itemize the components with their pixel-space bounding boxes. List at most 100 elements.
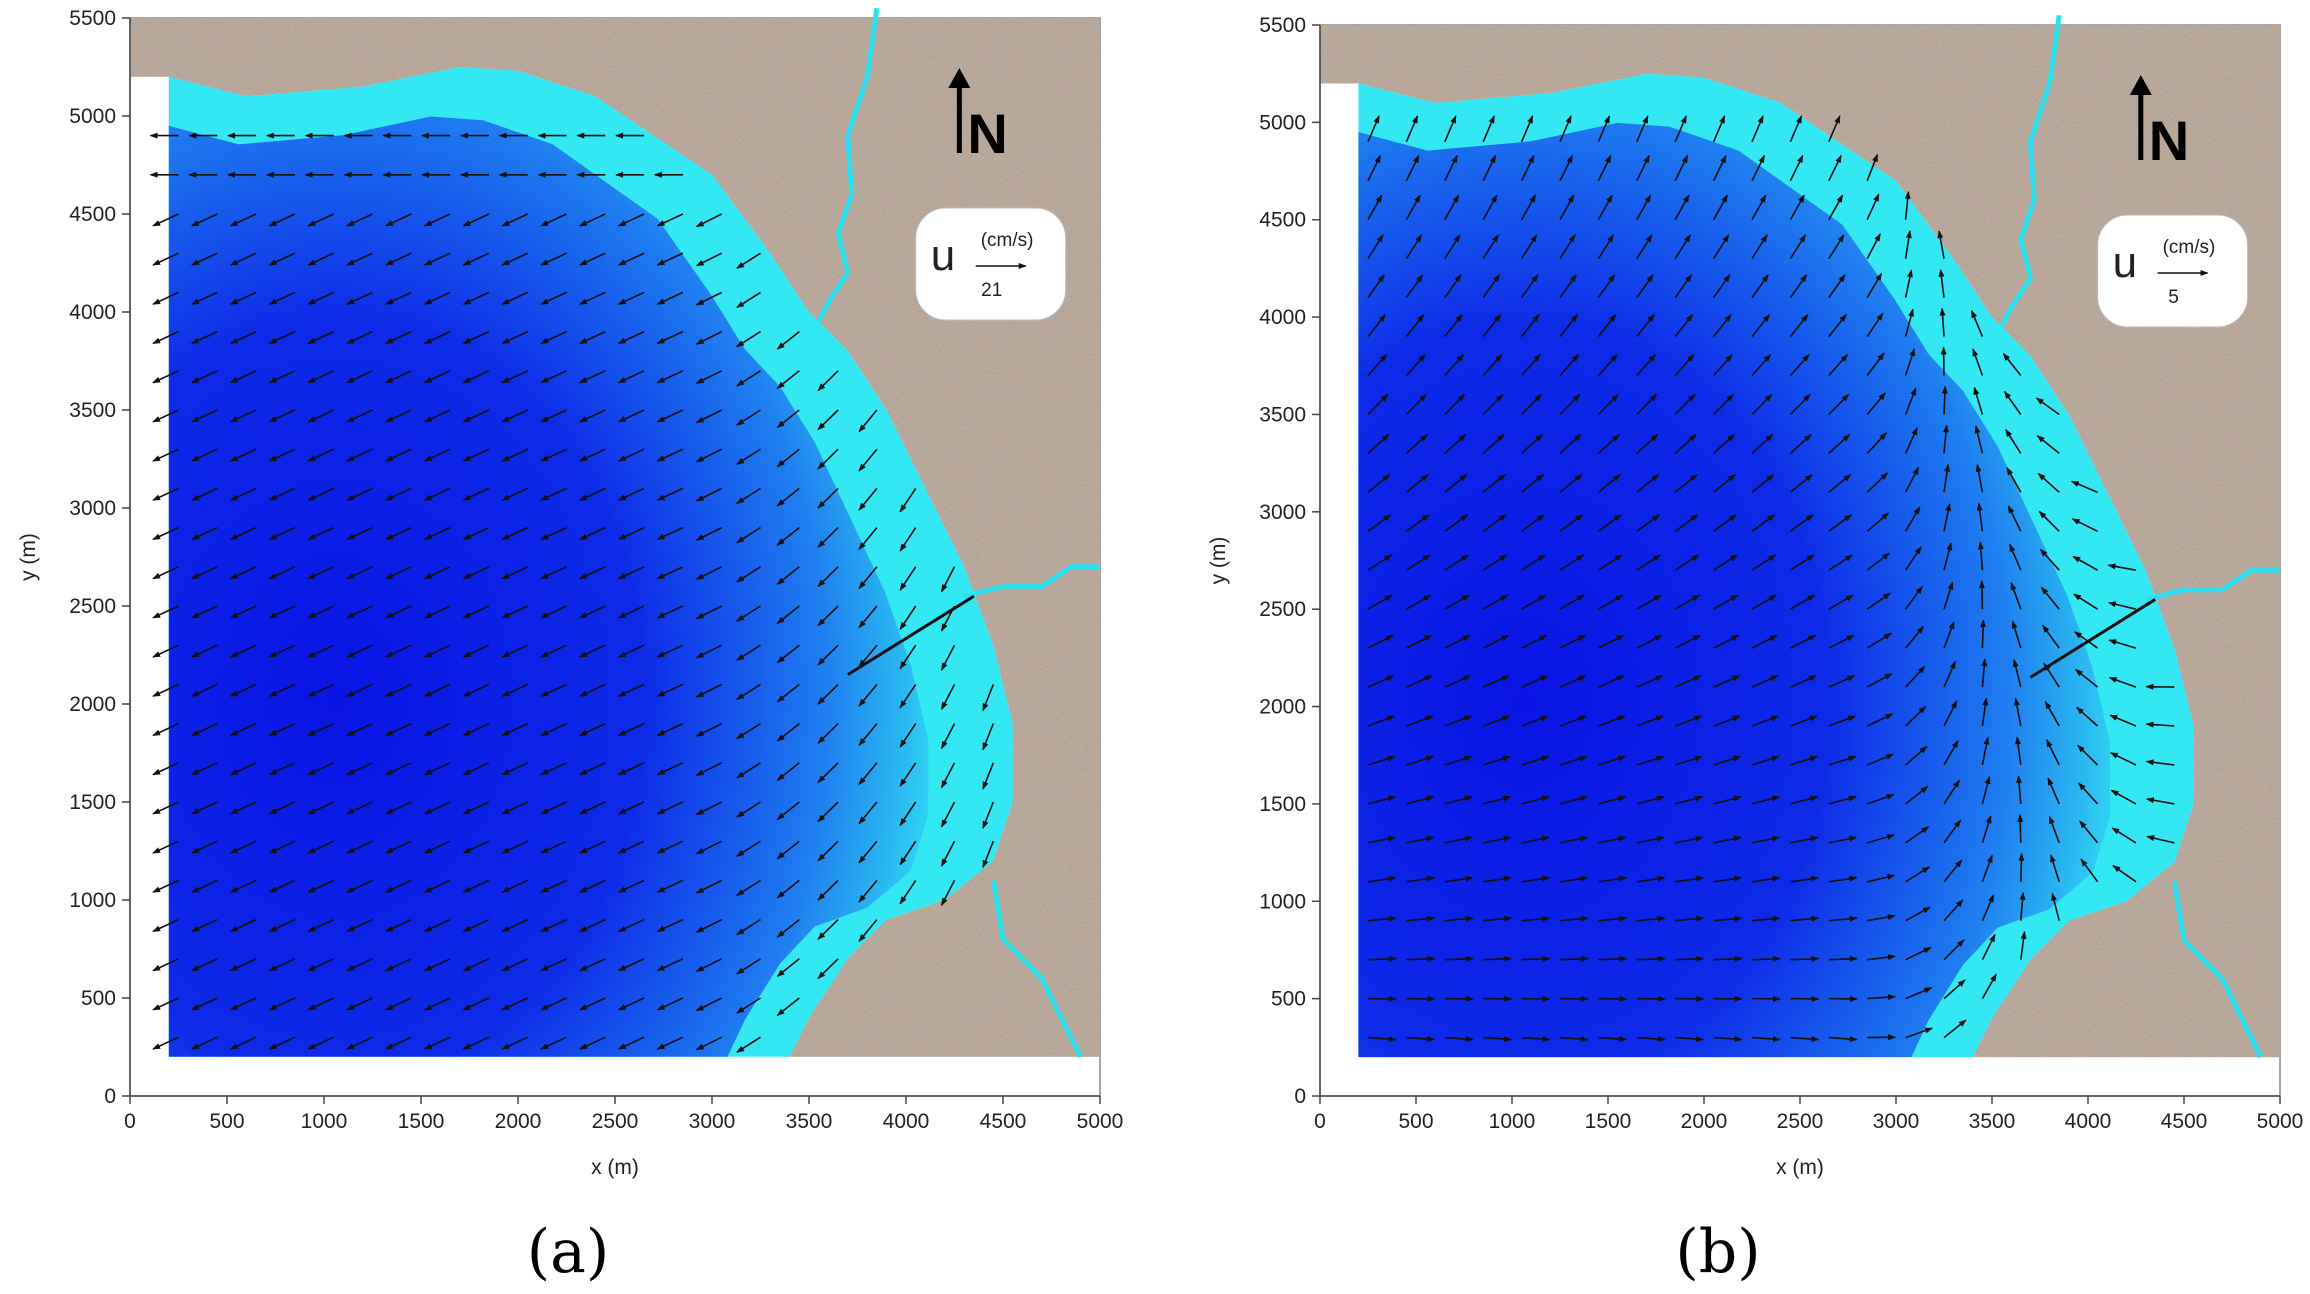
velocity-arrow: [578, 448, 606, 462]
velocity-arrow: [268, 566, 296, 580]
velocity-arrow: [776, 566, 800, 585]
velocity-arrow: [2108, 676, 2137, 688]
velocity-arrow: [501, 840, 529, 854]
velocity-arrow: [1751, 675, 1779, 688]
velocity-arrow: [1483, 835, 1512, 844]
velocity-arrow: [1751, 875, 1781, 883]
velocity-arrow: [1444, 1036, 1474, 1043]
velocity-arrow: [1674, 594, 1701, 610]
velocity-arrow: [346, 370, 373, 384]
velocity-arrow: [1790, 835, 1819, 844]
velocity-arrow: [1367, 115, 1380, 143]
velocity-arrow: [423, 644, 451, 658]
velocity-arrow: [2107, 601, 2137, 610]
velocity-arrow: [1597, 594, 1624, 610]
velocity-arrow: [617, 840, 645, 854]
land-texture: [130, 18, 1100, 1057]
velocity-arrow: [1674, 234, 1691, 260]
velocity-arrow: [346, 526, 373, 541]
velocity-arrow: [1444, 795, 1473, 805]
velocity-arrow: [307, 526, 335, 541]
velocity-arrow: [1405, 554, 1431, 571]
velocity-arrow: [229, 213, 257, 227]
velocity-arrow: [1367, 915, 1397, 922]
y-tick-label: 5500: [69, 7, 116, 30]
velocity-arrow: [462, 370, 490, 384]
velocity-arrow: [982, 840, 995, 869]
velocity-arrow: [617, 762, 645, 776]
velocity-arrow: [1674, 795, 1704, 805]
velocity-arrow: [1636, 594, 1662, 610]
velocity-arrow: [2044, 700, 2060, 727]
velocity-arrow: [1674, 393, 1696, 416]
y-tick-label: 1500: [69, 791, 116, 814]
velocity-arrow: [1828, 634, 1855, 649]
velocity-arrow: [2010, 581, 2022, 610]
velocity-arrow: [1828, 955, 1858, 962]
velocity-arrow: [501, 918, 529, 933]
velocity-arrow: [1367, 875, 1397, 883]
velocity-arrow: [1828, 273, 1846, 299]
velocity-arrow: [190, 958, 218, 972]
velocity-arrow: [736, 448, 761, 465]
velocity-arrow: [656, 487, 684, 501]
velocity-arrow: [1598, 875, 1628, 883]
velocity-arrow: [268, 526, 296, 541]
velocity-arrow: [1905, 1027, 1933, 1039]
velocity-arrow: [899, 801, 917, 827]
y-tick-label: 1000: [69, 889, 116, 912]
velocity-arrow: [2070, 480, 2098, 494]
velocity-arrow: [1598, 835, 1627, 844]
velocity-arrow: [1367, 554, 1393, 571]
velocity-arrow: [1444, 915, 1474, 922]
velocity-arrow: [736, 605, 761, 622]
velocity-arrow: [346, 252, 373, 266]
velocity-arrow: [501, 879, 529, 893]
velocity-arrow: [1751, 915, 1781, 922]
velocity-arrow: [1444, 554, 1470, 571]
velocity-arrow: [578, 252, 606, 266]
y-tick-label: 3500: [1259, 403, 1306, 426]
velocity-arrow: [540, 409, 567, 423]
velocity-arrow: [346, 409, 373, 423]
velocity-arrow: [229, 526, 257, 541]
velocity-arrow: [268, 918, 296, 933]
x-tick-label: 2000: [495, 1110, 542, 1133]
velocity-arrow: [229, 840, 257, 854]
velocity-arrow: [1904, 269, 1913, 298]
velocity-arrow: [268, 1036, 296, 1050]
velocity-arrow: [501, 801, 529, 815]
velocity-arrow: [1943, 1019, 1967, 1039]
velocity-arrow: [1972, 348, 1984, 376]
x-tick-label: 0: [1314, 1110, 1326, 1133]
velocity-arrow: [736, 1036, 761, 1053]
velocity-arrow: [1521, 675, 1549, 688]
velocity-arrow: [501, 683, 529, 697]
velocity-arrow: [1405, 115, 1419, 143]
velocity-arrow: [578, 330, 606, 345]
velocity-arrow: [190, 487, 218, 501]
velocity-arrow: [736, 566, 761, 583]
velocity-arrow: [1981, 658, 1988, 688]
velocity-arrow: [2019, 891, 2026, 921]
velocity-arrow: [1866, 552, 1891, 571]
velocity-arrow: [1598, 955, 1628, 962]
velocity-arrow: [384, 918, 412, 933]
velocity-arrow: [540, 487, 567, 501]
velocity-arrow: [229, 448, 257, 462]
velocity-arrow: [1559, 835, 1589, 844]
velocity-arrow: [384, 840, 412, 854]
velocity-arrow: [229, 683, 257, 697]
velocity-arrow: [2108, 639, 2137, 649]
velocity-arrow: [1981, 933, 1996, 961]
velocity-arrow: [190, 291, 218, 305]
velocity-arrow: [268, 605, 296, 619]
velocity-arrow: [462, 291, 490, 305]
velocity-arrow: [229, 879, 257, 893]
velocity-arrow: [695, 840, 723, 855]
velocity-arrow: [617, 448, 645, 462]
velocity-arrow: [1751, 514, 1776, 532]
velocity-arrow: [736, 644, 761, 661]
velocity-arrow: [2045, 739, 2060, 766]
velocity-arrow: [1674, 433, 1697, 454]
